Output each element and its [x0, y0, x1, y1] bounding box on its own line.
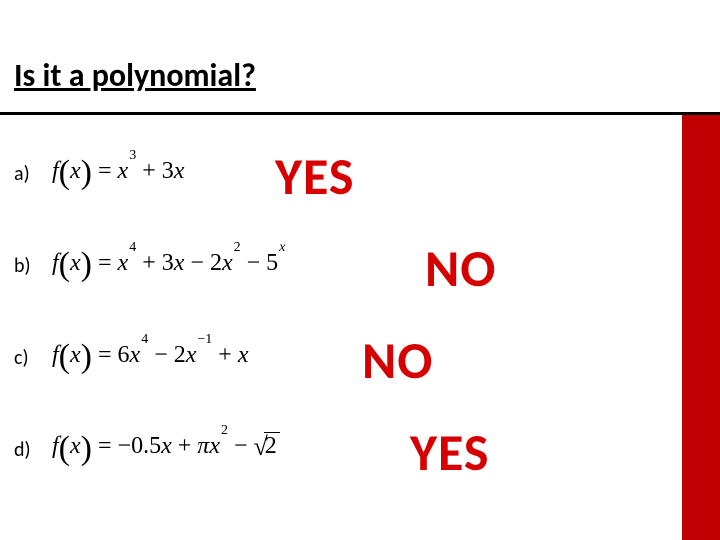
accent-line	[0, 112, 720, 115]
term: x	[238, 342, 249, 368]
accent-bar	[682, 112, 720, 540]
fn-name: f	[52, 433, 59, 460]
question-b: b) f(x)=x4+3x−2x2−5x	[14, 248, 285, 278]
term: x	[209, 433, 220, 459]
expression-d: f(x)=−0.5x+πx2−√2	[52, 432, 280, 462]
radicand: 2	[264, 432, 280, 459]
op: +	[218, 342, 232, 368]
fn-arg: x	[70, 433, 81, 460]
coef: 3	[162, 158, 174, 184]
exp: 2	[234, 240, 241, 255]
answer-d: YES	[410, 420, 489, 484]
op: +	[178, 433, 192, 459]
question-d: d) f(x)=−0.5x+πx2−√2	[14, 432, 280, 462]
fn-name: f	[52, 158, 59, 185]
question-a: a) f(x)=x3+3x	[14, 156, 184, 186]
term: x	[174, 250, 185, 276]
op: −	[247, 250, 261, 276]
term: x	[161, 433, 172, 459]
expression-b: f(x)=x4+3x−2x2−5x	[52, 250, 285, 277]
fn-arg: x	[70, 342, 81, 369]
exp: 4	[141, 332, 148, 347]
exp: 3	[129, 148, 136, 163]
sqrt: √2	[254, 432, 280, 462]
op: −	[154, 342, 168, 368]
coef: 2	[210, 250, 222, 276]
coef: −0.5	[118, 433, 162, 459]
exp: 2	[221, 423, 228, 438]
coef: 5	[266, 250, 278, 276]
fn-name: f	[52, 342, 59, 369]
exp: −1	[197, 332, 212, 347]
term: x	[118, 158, 129, 184]
term: x	[222, 250, 233, 276]
coef: π	[197, 433, 209, 459]
coef: 3	[162, 250, 174, 276]
answer-c: NO	[362, 328, 433, 392]
label-a: a)	[14, 156, 52, 186]
label-d: d)	[14, 432, 52, 462]
exp: x	[279, 240, 285, 255]
label-c: c)	[14, 340, 52, 370]
term: x	[118, 250, 129, 276]
coef: 6	[118, 342, 130, 368]
page-title: Is it a polynomial?	[14, 56, 256, 95]
expression-c: f(x)=6x4−2x−1+x	[52, 342, 249, 369]
answer-a: YES	[275, 144, 354, 208]
op: −	[190, 250, 204, 276]
question-c: c) f(x)=6x4−2x−1+x	[14, 340, 249, 370]
op: +	[142, 158, 156, 184]
fn-name: f	[52, 250, 59, 277]
answer-b: NO	[425, 236, 496, 300]
term: x	[174, 158, 185, 184]
term: x	[130, 342, 141, 368]
exp: 4	[129, 240, 136, 255]
coef: 2	[174, 342, 186, 368]
op: +	[142, 250, 156, 276]
term: x	[186, 342, 197, 368]
fn-arg: x	[70, 250, 81, 277]
op: −	[234, 433, 248, 459]
label-b: b)	[14, 248, 52, 278]
fn-arg: x	[70, 158, 81, 185]
expression-a: f(x)=x3+3x	[52, 158, 184, 185]
